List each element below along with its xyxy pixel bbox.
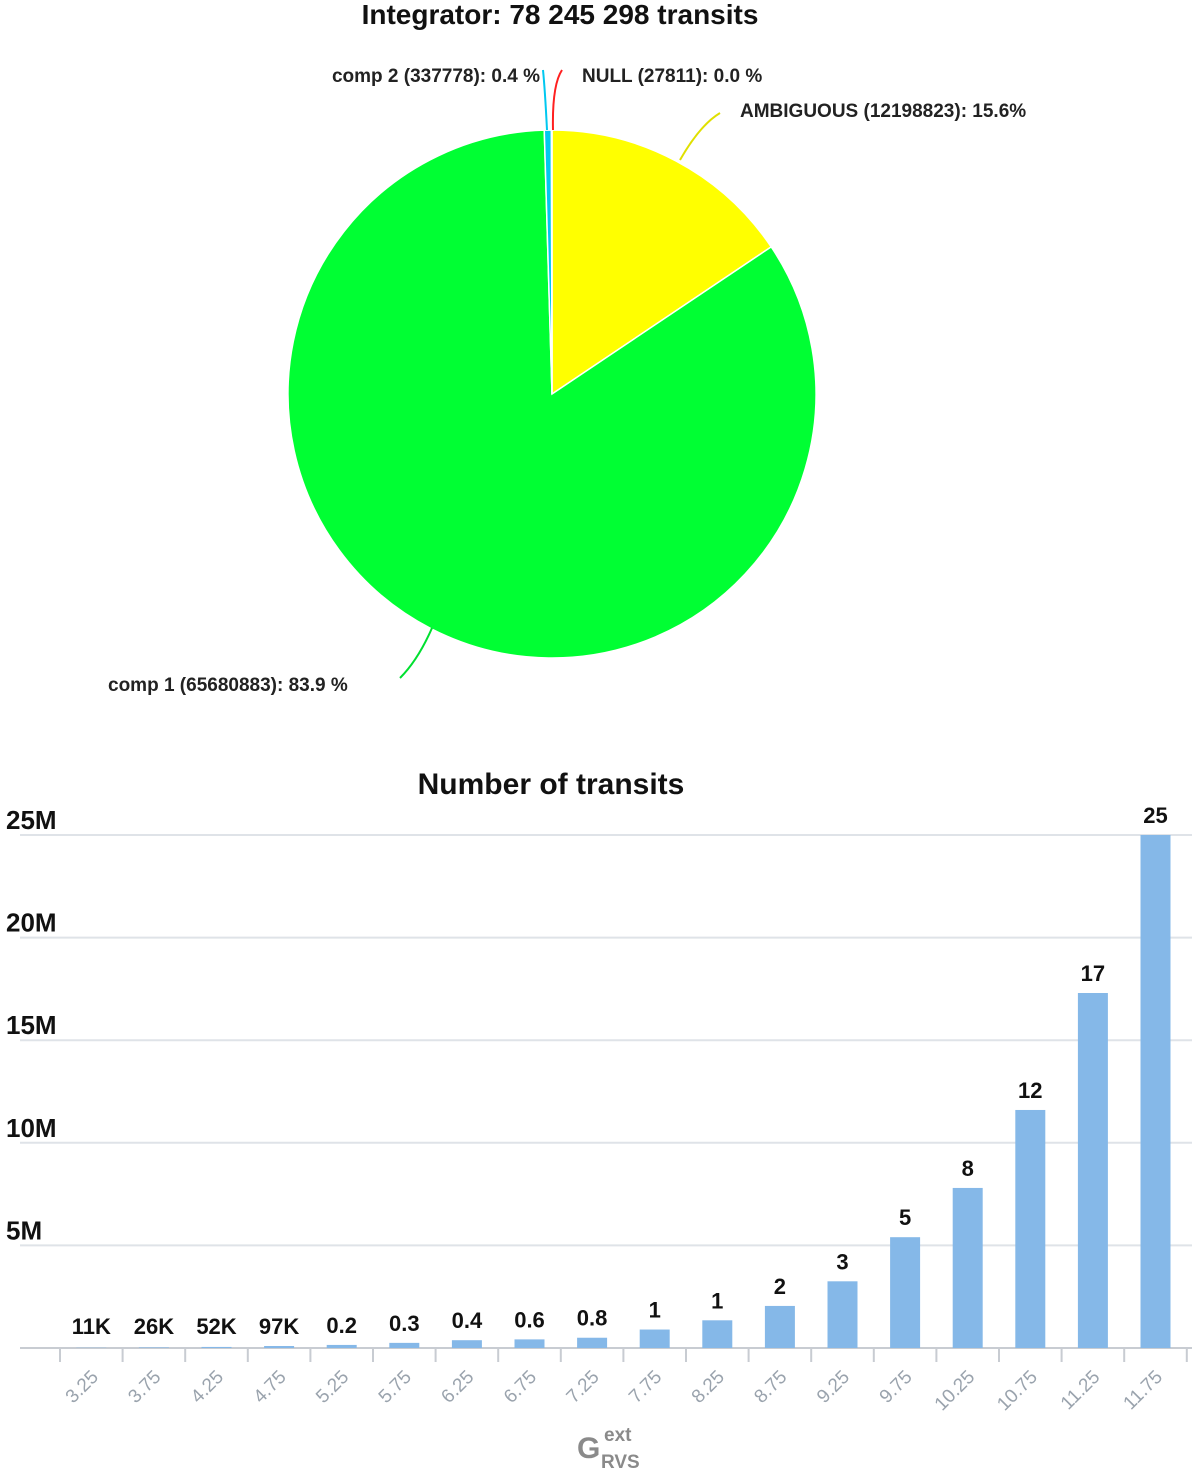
bar-9.75 <box>890 1237 921 1348</box>
x-tick-label: 11.25 <box>1057 1367 1104 1414</box>
slice-label-null: NULL (27811): 0.0 % <box>582 66 762 87</box>
data-label: 25 <box>1143 803 1167 828</box>
bar-5.75 <box>389 1342 420 1348</box>
y-axis-ticks: 5M 10M 15M 20M 25M <box>6 805 57 1245</box>
leader-line-null <box>551 69 563 131</box>
bar-10.75 <box>1015 1109 1046 1348</box>
pie-leader-lines <box>399 69 721 679</box>
x-tick-label: 6.25 <box>437 1367 478 1408</box>
x-axis-label-sup: ext <box>604 1425 632 1446</box>
x-tick-label: 11.75 <box>1120 1367 1167 1414</box>
bar-7.75 <box>639 1329 670 1348</box>
leader-line-comp1 <box>399 627 433 679</box>
bar-8.75 <box>764 1305 795 1348</box>
x-axis-tickmarks <box>59 1348 1188 1362</box>
bar-6.75 <box>514 1339 545 1348</box>
pie-title: Integrator: 78 245 298 transits <box>362 0 759 30</box>
x-axis-label: G <box>577 1432 600 1465</box>
data-label: 12 <box>1018 1078 1042 1103</box>
bar-5.25 <box>326 1344 357 1348</box>
x-tick-label: 6.75 <box>500 1367 541 1408</box>
x-tick-label: 8.75 <box>750 1367 791 1408</box>
bar-6.25 <box>451 1340 482 1348</box>
data-label: 1 <box>711 1288 723 1313</box>
slice-label-comp2: comp 2 (337778): 0.4 % <box>332 66 540 87</box>
x-tick-label: 7.25 <box>563 1367 604 1408</box>
bar-11.75 <box>1140 835 1171 1348</box>
leader-line-ambiguous <box>679 112 721 161</box>
slice-label-ambiguous: AMBIGUOUS (12198823): 15.6% <box>740 101 1026 122</box>
bar-chart: Number of transits 5M 10M 15M 20M 25M 11K 26K… <box>6 768 1192 1473</box>
x-tick-label: 10.25 <box>931 1367 979 1415</box>
bar-9.25 <box>827 1281 858 1348</box>
pie-slices <box>287 129 817 659</box>
pie-slice-3 <box>550 129 553 395</box>
x-tick-label: 10.75 <box>993 1367 1041 1415</box>
x-axis-label-sub: RVS <box>601 1452 640 1473</box>
data-label: 52K <box>196 1314 236 1339</box>
bar-title: Number of transits <box>418 768 685 801</box>
bar-8.25 <box>702 1320 733 1348</box>
y-tick-label: 15M <box>6 1010 57 1040</box>
data-label: 0.4 <box>452 1308 483 1333</box>
pie-slice-0 <box>551 129 773 396</box>
data-label: 5 <box>899 1205 911 1230</box>
data-label: 1 <box>649 1298 661 1323</box>
data-label: 0.3 <box>389 1311 420 1336</box>
pie-chart: Integrator: 78 245 298 transits comp 2 (… <box>108 0 1026 696</box>
data-label: 0.6 <box>514 1307 545 1332</box>
bar-10.25 <box>952 1187 983 1348</box>
bar-7.25 <box>577 1337 608 1348</box>
x-tick-label: 3.75 <box>124 1367 165 1408</box>
grid-lines <box>20 834 1192 1247</box>
x-tick-label: 3.25 <box>62 1367 103 1408</box>
x-axis-ticks: 3.25 3.75 4.25 4.75 5.25 5.75 6.25 6.75 7.25 7.75… <box>62 1367 1167 1415</box>
x-tick-label: 8.25 <box>688 1367 729 1408</box>
x-tick-label: 7.75 <box>625 1367 666 1408</box>
x-tick-label: 4.75 <box>250 1367 291 1408</box>
x-tick-label: 5.25 <box>312 1367 353 1408</box>
bar-4.25 <box>201 1346 232 1348</box>
bar-11.25 <box>1077 993 1108 1348</box>
x-tick-label: 9.25 <box>813 1367 854 1408</box>
data-label: 3 <box>836 1249 848 1274</box>
data-label: 2 <box>774 1274 786 1299</box>
bars <box>76 835 1171 1348</box>
data-label: 0.8 <box>577 1306 608 1331</box>
slice-label-comp1: comp 1 (65680883): 83.9 % <box>108 675 348 696</box>
data-label: 17 <box>1081 961 1105 986</box>
data-label: 26K <box>134 1314 174 1339</box>
y-tick-label: 10M <box>6 1113 57 1143</box>
x-tick-label: 9.75 <box>876 1367 917 1408</box>
bar-4.75 <box>264 1346 295 1348</box>
x-tick-label: 5.75 <box>375 1367 416 1408</box>
y-tick-label: 25M <box>6 805 57 835</box>
leader-line-comp2 <box>542 69 548 131</box>
data-label: 11K <box>72 1314 111 1339</box>
y-tick-label: 20M <box>6 908 57 938</box>
y-tick-label: 5M <box>6 1215 42 1245</box>
data-label: 8 <box>962 1156 974 1181</box>
x-tick-label: 4.25 <box>187 1367 228 1408</box>
data-label: 97K <box>259 1314 299 1339</box>
data-label: 0.2 <box>326 1313 357 1338</box>
bar-3.75 <box>138 1347 169 1348</box>
